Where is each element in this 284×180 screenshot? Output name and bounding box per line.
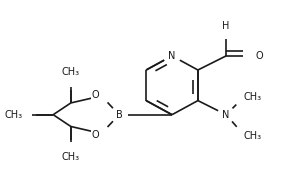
Text: O: O [91,130,99,140]
Text: B: B [116,110,122,120]
Text: N: N [168,51,176,61]
Text: CH₃: CH₃ [5,110,23,120]
Text: CH₃: CH₃ [62,67,80,77]
Text: CH₃: CH₃ [62,152,80,162]
Text: N: N [222,110,230,120]
Text: O: O [256,51,263,61]
Text: CH₃: CH₃ [244,92,262,102]
Text: CH₃: CH₃ [244,131,262,141]
Text: O: O [91,90,99,100]
Text: H: H [222,21,230,31]
